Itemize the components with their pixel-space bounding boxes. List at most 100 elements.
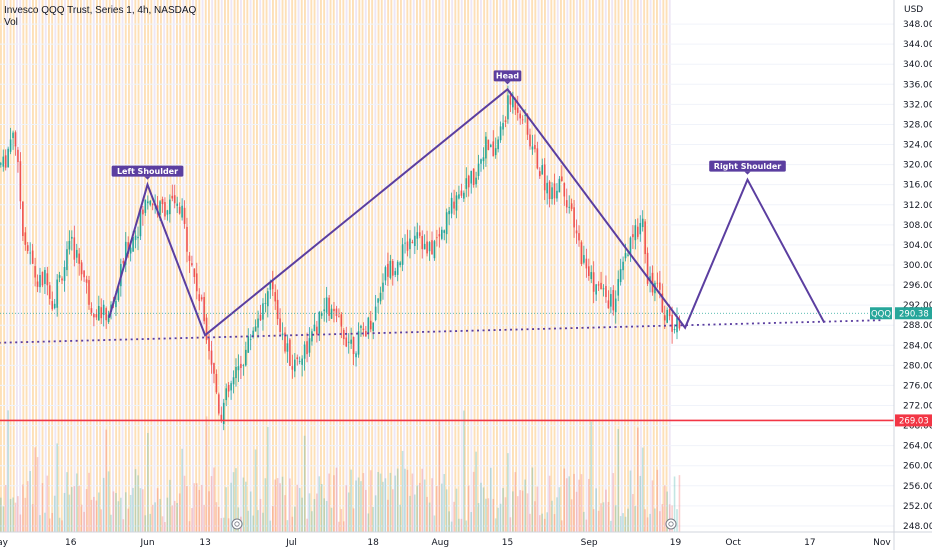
candle-body xyxy=(252,330,254,338)
candle-body xyxy=(85,279,88,283)
candle-body xyxy=(335,308,338,317)
price-tick-label: 328.00 xyxy=(903,120,932,130)
pattern-labels[interactable]: Left Shoulder Head Right Shoulder xyxy=(111,70,786,180)
volume-indicator-label[interactable]: Vol xyxy=(4,17,18,28)
candle-body xyxy=(198,294,201,302)
candle-body xyxy=(551,187,553,200)
session-stripe xyxy=(96,0,98,532)
session-stripe xyxy=(659,0,662,532)
volume-bar xyxy=(178,493,181,532)
head-label[interactable]: Head xyxy=(493,70,522,85)
candle-body xyxy=(465,178,468,189)
candle-body xyxy=(565,200,568,208)
volume-bar xyxy=(17,496,19,532)
session-stripe xyxy=(179,0,182,532)
session-stripe xyxy=(54,0,57,532)
candle-body xyxy=(475,177,477,185)
candle-body xyxy=(4,155,7,168)
time-tick-label: Jun xyxy=(139,538,154,548)
last-price-tag xyxy=(895,307,932,320)
volume-bar xyxy=(24,497,27,532)
dividend-marker[interactable] xyxy=(665,518,677,530)
volume-bar xyxy=(641,447,644,532)
candle-body xyxy=(90,308,93,313)
candle-body xyxy=(98,305,100,321)
dividend-marker[interactable] xyxy=(231,518,243,530)
pattern-path[interactable] xyxy=(108,87,826,337)
volume-bar xyxy=(93,496,95,532)
session-stripe xyxy=(128,0,130,532)
session-stripe xyxy=(323,0,326,532)
volume-bar xyxy=(372,506,374,532)
price-tick-label: 248.00 xyxy=(903,522,932,532)
volume-bar xyxy=(281,476,284,532)
price-axis[interactable]: 248.00 252.00 256.00 260.00 264.00 268.00 272.… xyxy=(903,20,932,532)
session-stripe xyxy=(105,0,108,532)
right-shoulder-label[interactable]: Right Shoulder xyxy=(709,160,786,175)
session-stripe xyxy=(390,0,393,532)
candle-body xyxy=(151,203,154,206)
neckline[interactable] xyxy=(0,319,882,344)
candle-body xyxy=(548,181,551,200)
candle-body xyxy=(507,95,509,120)
volume-bar xyxy=(176,503,178,532)
volume-bar xyxy=(580,474,583,532)
volume-bar xyxy=(36,457,39,532)
session-stripe xyxy=(320,0,322,532)
session-stripe xyxy=(313,0,316,532)
session-stripe xyxy=(182,0,185,532)
candle-body xyxy=(482,157,485,162)
candle-body xyxy=(536,148,539,169)
time-tick-label: Nov xyxy=(873,538,891,548)
time-axis[interactable]: May 16 Jun 13 Jul 18 Aug 15 Sep 19 Oct 17 Nov xyxy=(0,538,891,548)
candle-body xyxy=(379,292,382,302)
candle-body xyxy=(298,361,301,362)
candle-body xyxy=(531,146,534,150)
session-stripe xyxy=(67,0,70,532)
price-tick-label: 284.00 xyxy=(903,341,932,351)
candle-body xyxy=(568,206,570,208)
session-stripe xyxy=(505,0,508,532)
candle-body xyxy=(492,141,495,157)
volume-bar xyxy=(421,468,423,532)
volume-bar xyxy=(22,484,24,532)
session-stripe xyxy=(3,0,6,532)
candle-body xyxy=(443,230,446,233)
candle-body xyxy=(88,280,90,305)
session-stripe xyxy=(38,0,41,532)
candle-body xyxy=(249,339,252,341)
volume-bar xyxy=(132,487,134,532)
price-tick-label: 292.00 xyxy=(903,301,932,311)
volume-bar xyxy=(663,485,666,532)
volume-bar xyxy=(301,497,303,532)
price-tick-label: 296.00 xyxy=(903,281,932,291)
candle-body xyxy=(183,207,186,224)
volume-bar xyxy=(649,513,651,532)
volume-bar xyxy=(414,494,416,532)
volume-bar xyxy=(529,513,531,532)
session-stripe xyxy=(473,0,476,532)
neckline-group[interactable] xyxy=(0,319,882,344)
volume-bar xyxy=(284,495,286,532)
session-stripe xyxy=(0,0,2,532)
candle-body xyxy=(441,229,443,239)
time-tick-label: 18 xyxy=(367,538,379,548)
left-shoulder-label[interactable]: Left Shoulder xyxy=(111,165,184,180)
candle-body xyxy=(423,243,426,250)
volume-bar xyxy=(115,492,117,532)
volume-bar xyxy=(622,513,624,532)
volume-bar xyxy=(205,416,208,532)
candle-body xyxy=(526,114,529,135)
price-tick-label: 340.00 xyxy=(903,60,932,70)
time-tick-label: Jul xyxy=(285,538,297,548)
dividend-markers[interactable] xyxy=(231,518,677,530)
candle-body xyxy=(411,241,414,243)
volume-bar xyxy=(418,482,421,532)
session-stripe xyxy=(121,0,124,532)
candle-body xyxy=(546,182,548,194)
head-shoulders-pattern[interactable] xyxy=(108,87,826,337)
volume-bar xyxy=(39,515,41,532)
candle-body xyxy=(306,341,308,355)
session-stripe xyxy=(204,0,207,532)
